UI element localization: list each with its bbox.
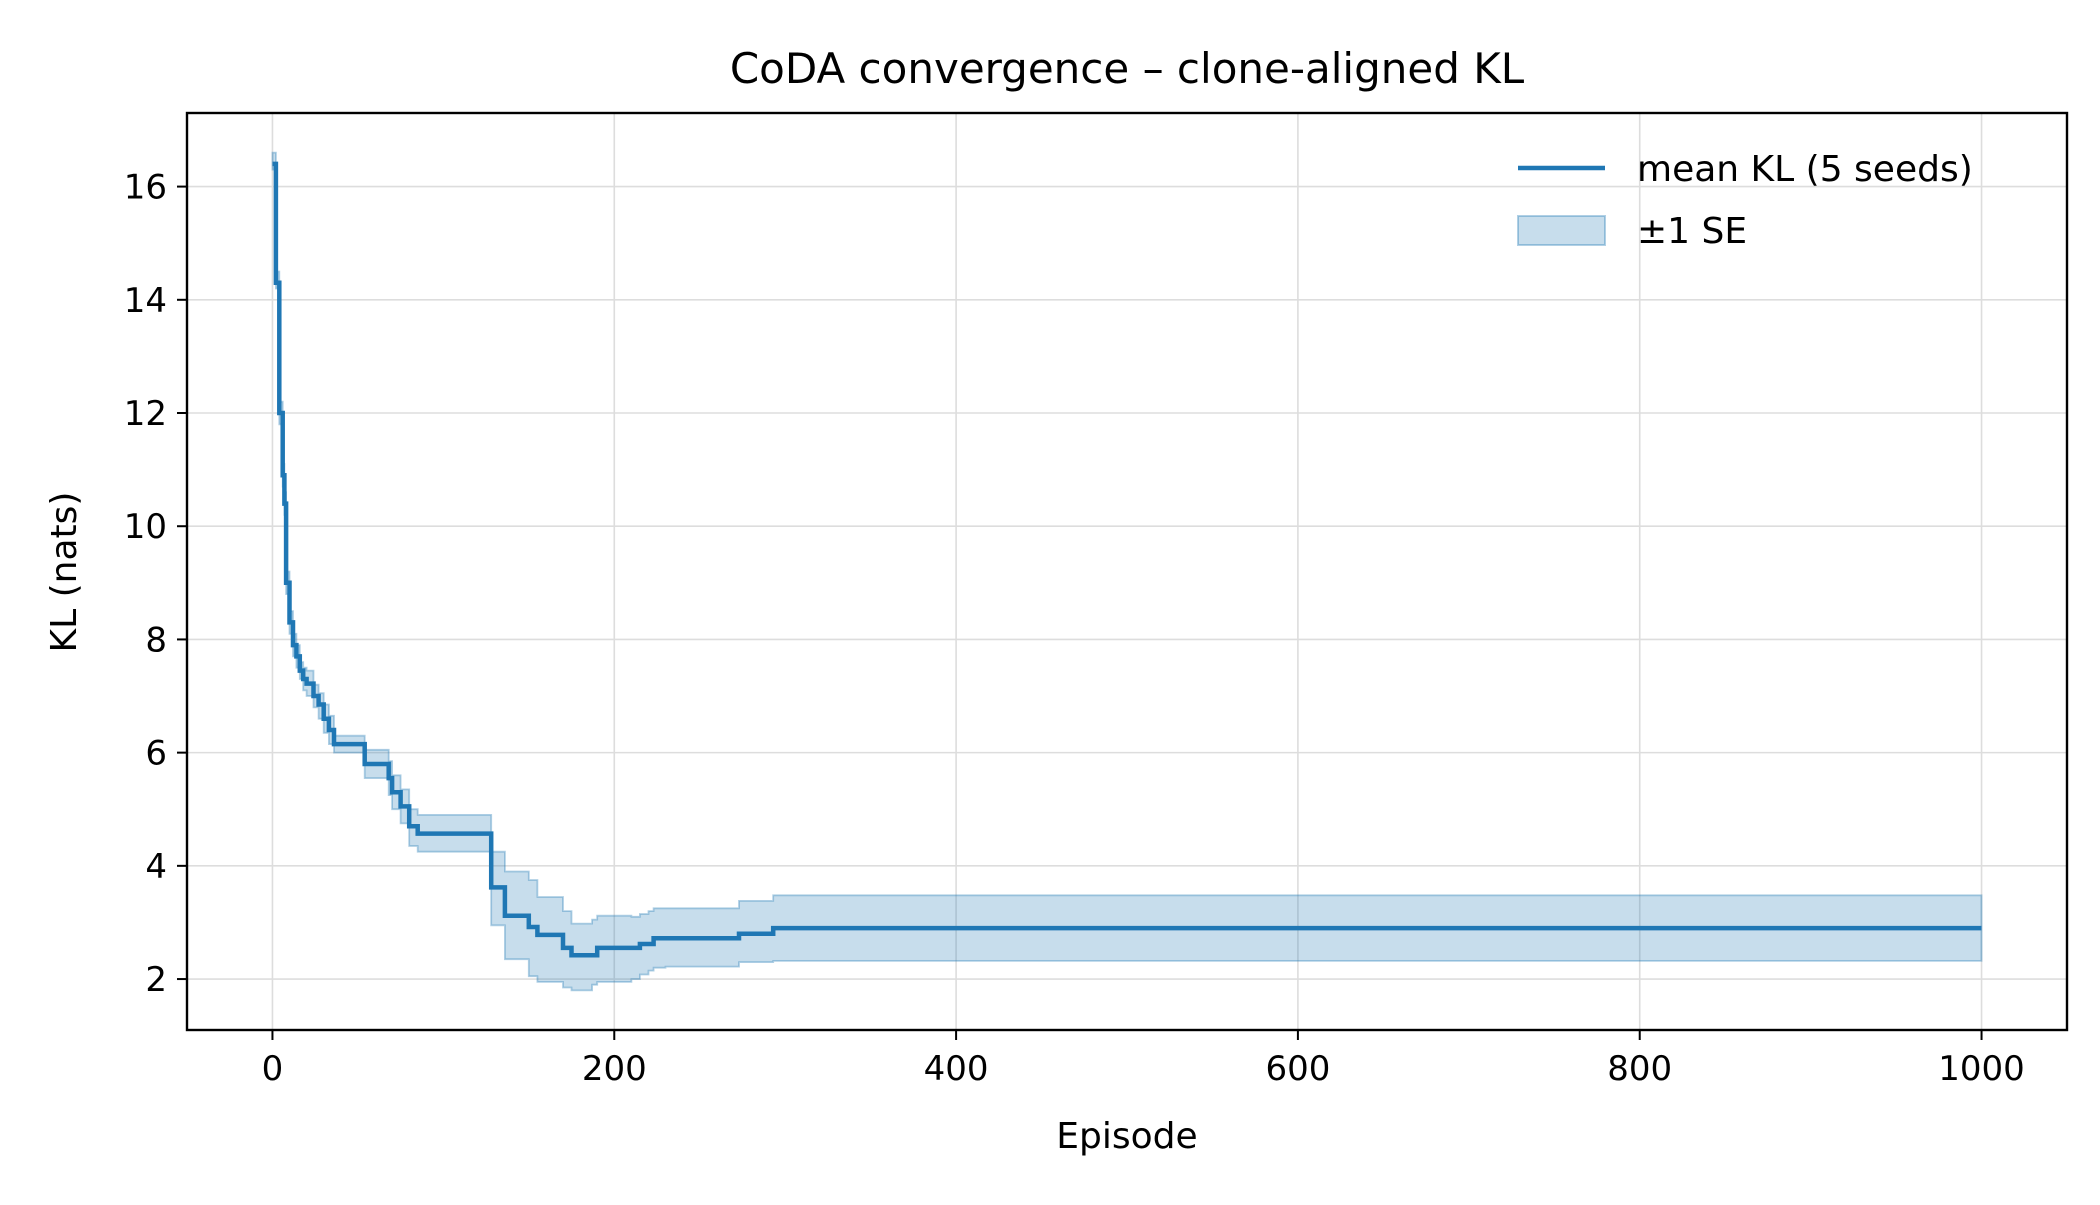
y-tick-label: 8 [145, 620, 167, 660]
y-tick-label: 6 [145, 734, 167, 774]
legend-band-swatch [1517, 215, 1606, 246]
chart-title: CoDA convergence – clone-aligned KL [730, 44, 1525, 93]
legend-band-label: ±1 SE [1637, 211, 1747, 252]
x-tick-label: 200 [582, 1049, 647, 1089]
legend: mean KL (5 seeds) ±1 SE [1517, 149, 1973, 252]
x-tick-label: 0 [262, 1049, 284, 1089]
mean-kl-line [272, 161, 1982, 958]
plot-frame [185, 111, 2069, 1032]
legend-line-label: mean KL (5 seeds) [1637, 149, 1973, 190]
se-band-layer [271, 151, 1983, 992]
y-tick-label: 16 [124, 168, 167, 208]
x-axis-ticks: 0 200 400 600 800 1000 [262, 1030, 2025, 1089]
y-tick-label: 14 [124, 281, 167, 321]
x-tick-label: 600 [1265, 1049, 1330, 1089]
y-tick-label: 10 [124, 507, 167, 547]
y-tick-label: 12 [124, 394, 167, 434]
x-axis-label: Episode [1056, 1116, 1197, 1157]
x-tick-label: 400 [924, 1049, 989, 1089]
y-tick-label: 2 [145, 960, 167, 1000]
y-axis-label: KL (nats) [44, 492, 85, 653]
x-tick-label: 1000 [1938, 1049, 2025, 1089]
x-tick-label: 800 [1607, 1049, 1672, 1089]
se-band [271, 151, 1983, 992]
y-axis-ticks: 2 4 6 8 10 12 14 16 [124, 168, 187, 1000]
mean-line-layer [272, 161, 1982, 958]
grid-lines [187, 113, 2067, 1030]
y-tick-label: 4 [145, 847, 167, 887]
